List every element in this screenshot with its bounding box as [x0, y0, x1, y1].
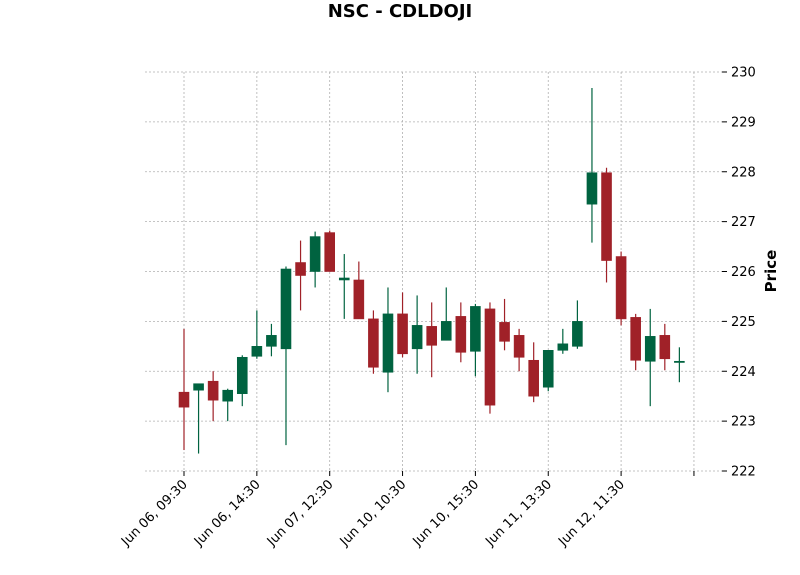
candle-body-up [440, 321, 452, 341]
candle-body-down [630, 317, 641, 361]
candle-body-up [542, 350, 554, 388]
candle-body-up [382, 313, 394, 373]
candle-body-up [557, 343, 569, 351]
x-tick-label: Jun 10, 15:30 [410, 477, 483, 550]
y-tick-label: 222 [731, 465, 756, 480]
axes: 222 223 224 225 226 227 228 229 230 Jun 06, 09:30… [118, 66, 756, 550]
y-tick-label: 229 [731, 115, 756, 130]
candle-body-up [411, 325, 423, 350]
candle-body-down [397, 313, 408, 355]
x-tick-label: Jun 12, 11:30 [555, 477, 628, 550]
candle-body-down [368, 318, 379, 368]
candle-body-up [236, 356, 248, 394]
candle-body-down [178, 391, 190, 408]
candles [178, 87, 685, 454]
x-tick-label: Jun 06, 14:30 [191, 477, 264, 550]
candle-body-down [601, 172, 612, 261]
candle-body-up [222, 389, 234, 402]
candle-body-down [426, 326, 437, 346]
candle-body-down [295, 262, 306, 276]
candle-body-down [484, 308, 496, 406]
grid [145, 71, 722, 472]
candle-body-down [499, 322, 510, 342]
x-tick-label: Jun 11, 13:30 [482, 477, 555, 550]
candle-body-down [324, 232, 336, 272]
candle-body-up [674, 360, 685, 363]
candle-body-down [207, 380, 219, 401]
candle-body-up [470, 306, 481, 352]
candle-body-up [251, 346, 263, 357]
x-tick-label: Jun 06, 09:30 [118, 477, 191, 550]
y-tick-label: 230 [731, 66, 756, 81]
candle-body-up [280, 268, 292, 350]
candle-body-up [193, 383, 204, 391]
candle-body-up [338, 277, 350, 281]
y-tick-label: 228 [731, 165, 756, 180]
candle-body-down [528, 359, 539, 397]
candle-body-down [353, 279, 365, 320]
x-tick-label: Jun 07, 12:30 [264, 477, 337, 550]
y-tick-label: 224 [731, 365, 756, 380]
y-tick-label: 227 [731, 215, 756, 230]
chart-title: NSC - CDLDOJI [328, 1, 473, 22]
candle-body-up [309, 236, 321, 272]
y-tick-label: 226 [731, 265, 756, 280]
x-tick-label: Jun 10, 10:30 [337, 477, 410, 550]
y-axis-label: Price [762, 250, 780, 293]
candle-body-up [572, 321, 583, 347]
candle-body-down [455, 316, 467, 353]
candle-body-up [586, 172, 598, 205]
candle-body-up [266, 335, 277, 347]
y-tick-label: 225 [731, 315, 756, 330]
candle-body-up [644, 336, 656, 362]
candle-body-down [615, 256, 627, 320]
candle-body-down [659, 335, 671, 360]
candle-body-down [513, 335, 525, 358]
y-tick-label: 223 [731, 415, 756, 430]
